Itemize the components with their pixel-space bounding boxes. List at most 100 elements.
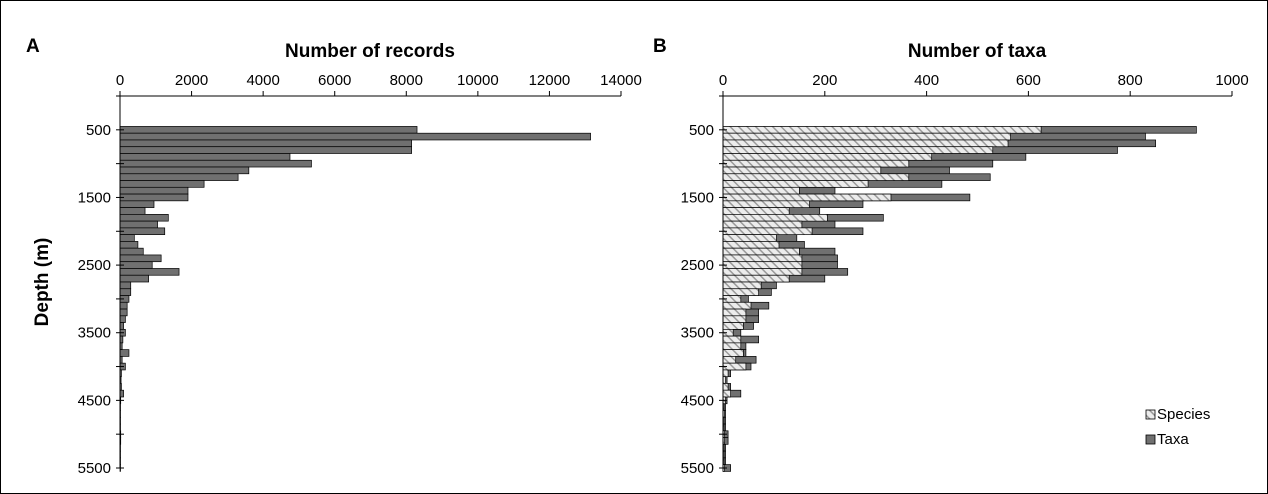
panel-a-x-tick-label: 12000 xyxy=(529,72,571,89)
panel-a-letter: A xyxy=(26,36,40,57)
panel-a-x-tick-label: 10000 xyxy=(457,72,499,89)
panel-a-x-tick-label: 14000 xyxy=(600,72,642,89)
panel-b-bar-species xyxy=(722,146,994,154)
panel-a-bar xyxy=(119,288,132,296)
panel-b-bar-species xyxy=(722,349,744,357)
panel-b-y-tick-label: 500 xyxy=(689,122,714,139)
panel-a-bar xyxy=(119,180,205,188)
panel-b-bar-species xyxy=(722,308,747,317)
panel-a-bar xyxy=(119,247,144,256)
panel-b-bar-species xyxy=(722,214,828,222)
panel-b-bar-species xyxy=(722,126,1042,134)
panel-a-x-tick-label: 2000 xyxy=(175,72,208,89)
panel-a-bar xyxy=(119,153,291,161)
panel-a-bar xyxy=(119,126,418,134)
panel-a-bar xyxy=(119,132,591,141)
panel-b-bar-species xyxy=(722,132,1011,141)
legend-label-species: Species xyxy=(1157,406,1210,423)
panel-a-bar xyxy=(119,234,135,242)
panel-a-bar xyxy=(119,186,189,195)
panel-a-bar xyxy=(119,173,239,181)
panel-b-bar-species xyxy=(722,193,892,202)
panel-b-bar-species xyxy=(722,301,752,310)
panel-b-bar-species xyxy=(722,200,810,208)
panel-a-bar xyxy=(119,227,166,236)
panel-b-bar-species xyxy=(722,261,803,269)
panel-b-y-tick-label: 3500 xyxy=(681,325,714,342)
panel-a-y-tick-label: 1500 xyxy=(78,189,111,206)
panel-a-records: A Number of records Depth (m) 0 2000 4000 6… xyxy=(26,36,642,477)
panel-b-x-tick-label: 200 xyxy=(812,72,837,89)
panel-a-bar xyxy=(119,241,139,249)
panel-b-bar-species xyxy=(722,369,729,378)
panel-a-bar xyxy=(119,301,128,310)
panel-a-bar xyxy=(119,274,149,283)
panel-a-bar xyxy=(119,200,155,208)
panel-a-bar xyxy=(119,220,158,229)
panel-b-taxa: B Number of taxa 0 200 400 600 800 1000 500 150… xyxy=(653,36,1249,477)
panel-b-bar-species xyxy=(722,247,800,256)
panel-a-x-tick-label: 8000 xyxy=(390,72,423,89)
panel-b-letter: B xyxy=(653,36,667,57)
panel-b-bar-species xyxy=(722,186,800,195)
legend-swatch-taxa xyxy=(1145,434,1156,445)
panel-a-y-tick-label: 4500 xyxy=(78,392,111,409)
panel-b-bar-species xyxy=(722,180,869,188)
panel-a-bar xyxy=(119,349,130,357)
panel-a-x-tick-label: 4000 xyxy=(246,72,279,89)
panel-b-bar-species xyxy=(722,315,747,323)
panel-a-bar xyxy=(119,308,128,317)
panel-b-bar-species xyxy=(722,389,731,398)
panel-b-x-tick-label: 1000 xyxy=(1215,72,1248,89)
panel-b-bar-species xyxy=(722,342,742,350)
panel-a-y-tick-label: 2500 xyxy=(78,257,111,274)
panel-b-x-tick-label: 600 xyxy=(1016,72,1041,89)
panel-b-bar-species xyxy=(722,281,762,290)
panel-a-bar xyxy=(119,139,413,148)
panel-a-x-tick-label: 6000 xyxy=(318,72,351,89)
panel-a-bar xyxy=(119,207,146,215)
panel-a-bar xyxy=(119,268,180,276)
panel-b-bar-species xyxy=(722,274,790,283)
panel-b-bar-species xyxy=(722,322,744,330)
panel-b-bar-species xyxy=(722,234,777,242)
panel-a-y-tick-label: 3500 xyxy=(78,325,111,342)
panel-b-bar-species xyxy=(722,254,803,263)
panel-a-bar xyxy=(119,261,153,269)
panel-b-bar-species xyxy=(722,220,803,229)
panel-a-bar xyxy=(119,281,132,290)
panel-b-bar-species xyxy=(722,288,759,296)
legend: Species Taxa xyxy=(1145,406,1210,448)
panel-a-x-tick-label: 0 xyxy=(116,72,124,89)
panel-b-bar-species xyxy=(722,335,742,344)
panel-b-bar-species xyxy=(722,166,882,175)
panel-a-bar xyxy=(119,389,124,398)
panel-a-y-axis-title: Depth (m) xyxy=(32,238,53,327)
panel-b-y-tick-label: 2500 xyxy=(681,257,714,274)
panel-b-y-tick-label: 5500 xyxy=(681,460,714,477)
panel-b-x-axis-title: Number of taxa xyxy=(908,41,1047,62)
panel-b-bar-species xyxy=(722,227,813,236)
panel-b-bar-species xyxy=(722,139,1009,148)
panel-b-x-tick-label: 800 xyxy=(1118,72,1143,89)
panel-a-bar xyxy=(119,146,413,154)
panel-a-bar xyxy=(119,166,250,175)
panel-b-bar-species xyxy=(722,383,729,391)
legend-swatch-species xyxy=(1145,409,1156,420)
panel-a-bar xyxy=(119,193,189,202)
panel-b-bar-species xyxy=(722,173,910,181)
panel-a-y-tick-label: 500 xyxy=(86,122,111,139)
panel-b-y-tick-label: 4500 xyxy=(681,392,714,409)
panel-b-bar-species xyxy=(722,207,790,215)
panel-b-bar-species xyxy=(722,153,933,161)
panel-b-x-tick-label: 0 xyxy=(719,72,727,89)
panel-b-x-tick-label: 400 xyxy=(914,72,939,89)
legend-label-taxa: Taxa xyxy=(1157,431,1189,448)
panel-a-bar xyxy=(119,254,162,263)
panel-a-x-axis-title: Number of records xyxy=(285,41,455,62)
panel-b-bar-species xyxy=(722,356,737,364)
panel-a-bar xyxy=(119,214,169,222)
panel-a-bar xyxy=(119,159,312,168)
